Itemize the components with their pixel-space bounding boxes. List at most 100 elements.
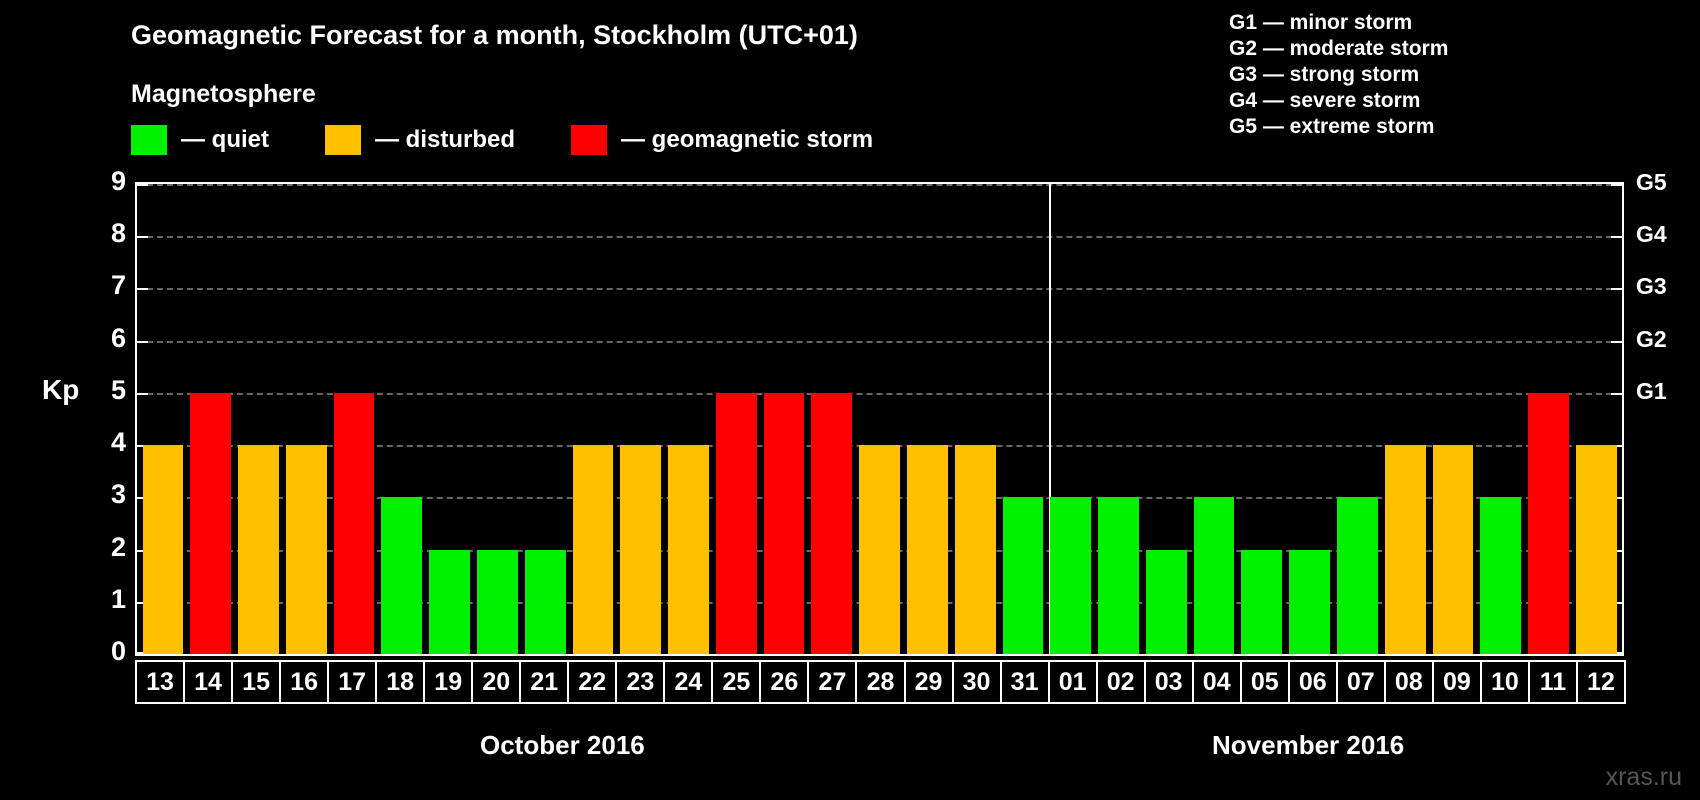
bar <box>620 445 662 654</box>
date-label-10: 10 <box>1479 660 1530 704</box>
bar-cell <box>235 184 283 654</box>
bar <box>1050 497 1092 654</box>
g-scale-row-2: G2 — moderate storm <box>1229 37 1449 60</box>
bar <box>524 549 566 654</box>
plot-area <box>135 182 1624 656</box>
date-label-24: 24 <box>663 660 714 704</box>
y-tick-7 <box>137 288 148 291</box>
bar <box>763 392 805 654</box>
date-label-26: 26 <box>759 660 810 704</box>
month-separator <box>1049 184 1052 654</box>
bar-cell <box>1429 184 1477 654</box>
date-label-29: 29 <box>903 660 954 704</box>
bar <box>1480 497 1522 654</box>
legend-swatch-disturbed-icon <box>325 125 361 155</box>
g-scale-row-5: G5 — extreme storm <box>1229 115 1435 138</box>
date-label-13: 13 <box>135 660 186 704</box>
bar <box>1432 445 1474 654</box>
gridline-kp-9 <box>137 184 1622 186</box>
bar-cell <box>665 184 713 654</box>
bar-cell <box>1142 184 1190 654</box>
bar-cell <box>187 184 235 654</box>
date-label-15: 15 <box>231 660 282 704</box>
y-tick-right-8 <box>1611 236 1622 239</box>
bar <box>1193 497 1235 654</box>
legend-swatch-quiet-icon <box>131 125 167 155</box>
g-axis-label-G2: G2 <box>1636 325 1667 352</box>
y-axis-label-4: 4 <box>110 427 126 458</box>
bar-cell <box>1477 184 1525 654</box>
bar <box>715 392 757 654</box>
bar-cell <box>1095 184 1143 654</box>
date-label-28: 28 <box>855 660 906 704</box>
y-axis-title: Kp <box>42 374 80 405</box>
bar <box>333 392 375 654</box>
g-axis-label-G4: G4 <box>1636 221 1667 248</box>
g-axis-label-G3: G3 <box>1636 273 1667 300</box>
legend-item-storm: — geomagnetic storm <box>571 125 873 155</box>
bar-cell <box>856 184 904 654</box>
date-label-08: 08 <box>1383 660 1434 704</box>
date-label-06: 06 <box>1287 660 1338 704</box>
bar <box>1337 497 1378 654</box>
y-axis-label-7: 7 <box>110 270 126 301</box>
bar <box>1289 549 1331 654</box>
y-axis-label-5: 5 <box>110 374 126 405</box>
bar <box>668 445 709 654</box>
y-tick-right-7 <box>1611 288 1622 291</box>
bar <box>1528 392 1569 654</box>
bar-cell <box>1286 184 1334 654</box>
bar-cell <box>999 184 1047 654</box>
bar <box>1098 497 1139 654</box>
date-label-02: 02 <box>1095 660 1146 704</box>
legend-label: — quiet <box>181 126 269 153</box>
date-label-31: 31 <box>999 660 1050 704</box>
bar-cell <box>904 184 952 654</box>
bar-cell <box>378 184 426 654</box>
bar-cell <box>473 184 521 654</box>
bar-cell <box>426 184 474 654</box>
bar-series <box>137 184 1622 654</box>
bar <box>381 497 423 654</box>
gridline-kp-8 <box>137 236 1622 239</box>
date-label-25: 25 <box>711 660 762 704</box>
g-axis-label-G5: G5 <box>1636 169 1667 195</box>
date-label-05: 05 <box>1239 660 1290 704</box>
y-tick-right-9 <box>1611 184 1622 186</box>
bar <box>238 445 279 654</box>
bar <box>1575 445 1617 654</box>
bar <box>1241 549 1283 654</box>
g-scale-row-4: G4 — severe storm <box>1229 89 1421 112</box>
y-tick-9 <box>137 184 148 186</box>
y-tick-5 <box>137 392 148 395</box>
month-label-october: October 2016 <box>480 730 645 760</box>
y-tick-right-5 <box>1611 392 1622 395</box>
magnetosphere-heading: Magnetosphere <box>131 80 316 108</box>
bar-cell <box>951 184 999 654</box>
date-label-20: 20 <box>471 660 522 704</box>
y-tick-8 <box>137 236 148 239</box>
date-label-11: 11 <box>1527 660 1578 704</box>
gridline-kp-6 <box>137 340 1622 343</box>
bar <box>1384 445 1426 654</box>
legend-label: — disturbed <box>375 126 516 153</box>
y-tick-6 <box>137 340 148 343</box>
y-tick-right-6 <box>1611 340 1622 343</box>
bar-cell <box>760 184 808 654</box>
date-label-14: 14 <box>183 660 234 704</box>
y-axis-label-8: 8 <box>110 218 126 249</box>
g-scale-legend: G1 — minor storm G2 — moderate storm G3 — … <box>1229 10 1448 140</box>
date-label-19: 19 <box>423 660 474 704</box>
bar-cell <box>569 184 617 654</box>
bar-cell <box>1525 184 1573 654</box>
bar-cell <box>1047 184 1095 654</box>
bar-cell <box>1238 184 1286 654</box>
g-scale-row-1: G1 — minor storm <box>1229 11 1413 34</box>
date-label-27: 27 <box>807 660 858 704</box>
bar-cell <box>617 184 665 654</box>
y-axis-label-2: 2 <box>110 531 126 562</box>
watermark: xras.ru <box>1605 763 1682 791</box>
magnetosphere-legend: — quiet — disturbed — geomagnetic storm <box>131 124 929 156</box>
date-label-16: 16 <box>279 660 330 704</box>
bar <box>1002 497 1044 654</box>
